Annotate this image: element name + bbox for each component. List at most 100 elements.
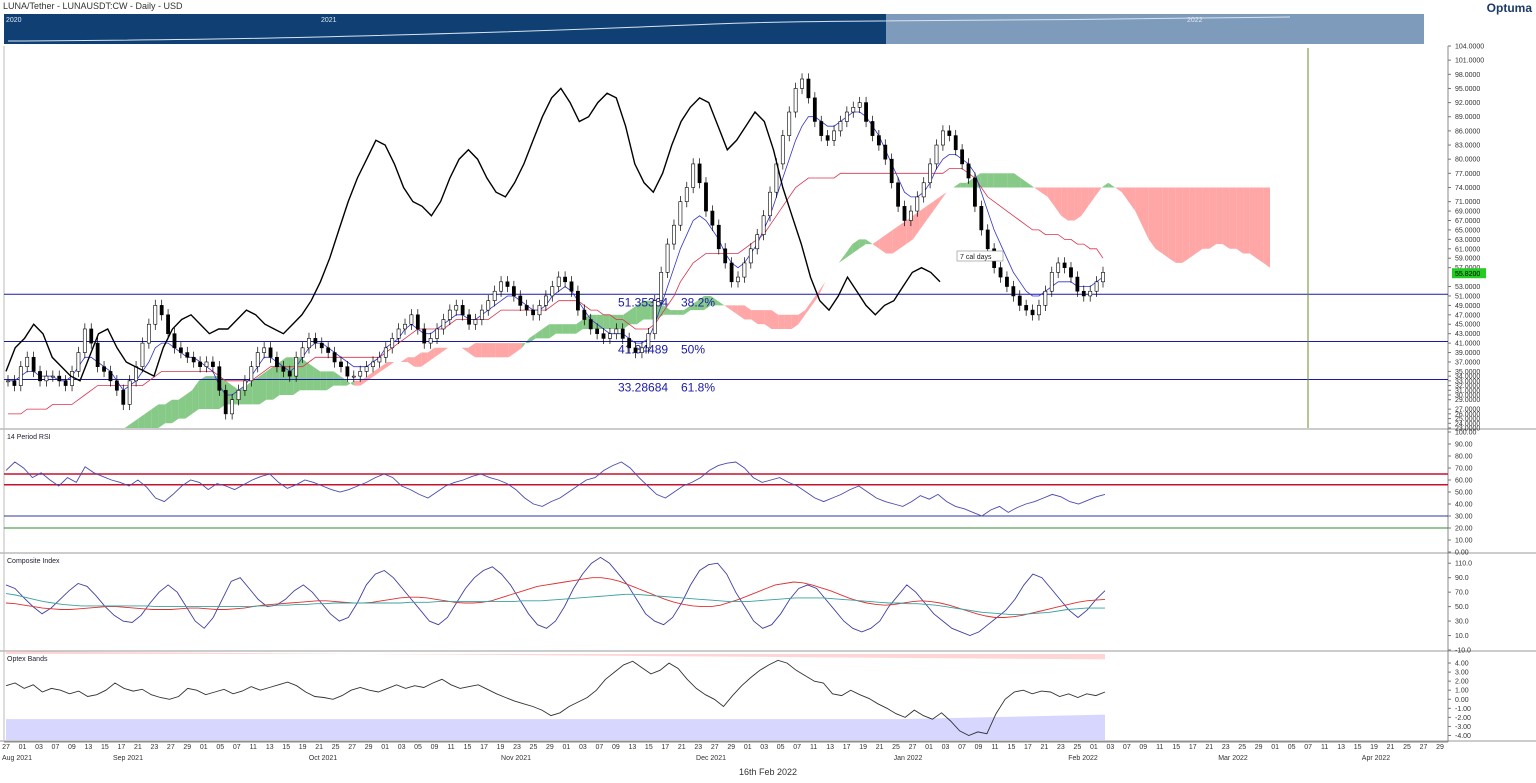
price-y-tick-label: 47.0000 xyxy=(1455,312,1480,319)
candle xyxy=(313,338,318,344)
price-y-tick-label: 104.0000 xyxy=(1455,44,1484,51)
bull-cloud-segment xyxy=(980,173,988,188)
optex-y-tick-label: -2.00 xyxy=(1455,715,1471,722)
candle xyxy=(947,130,952,136)
composite-title: Composite Index xyxy=(7,558,60,565)
bull-cloud-segment xyxy=(845,244,853,259)
price-y-tick-label: 26.0000 xyxy=(1455,411,1480,418)
x-day-label: 23 xyxy=(1222,744,1230,751)
candle xyxy=(697,163,702,184)
price-y-tick-label: 51.0000 xyxy=(1455,293,1480,300)
x-day-label: 03 xyxy=(1106,744,1114,751)
bear-cloud-segment xyxy=(434,347,442,358)
bull-cloud-segment xyxy=(697,296,705,311)
candle xyxy=(172,333,177,349)
rsi-y-tick-label: 30.00 xyxy=(1455,514,1473,521)
candle xyxy=(345,366,350,377)
candle xyxy=(262,347,267,353)
composite-y-tick-label: 50.0 xyxy=(1455,604,1469,611)
bull-cloud-segment xyxy=(1020,178,1028,188)
x-day-label: 13 xyxy=(1337,744,1345,751)
candle xyxy=(627,338,632,349)
candle xyxy=(844,111,849,122)
rsi-line xyxy=(5,461,1106,517)
x-day-label: 15 xyxy=(101,744,109,751)
bull-cloud-segment xyxy=(340,376,348,386)
candle xyxy=(505,281,510,287)
x-month-label: Aug 2021 xyxy=(2,755,32,762)
x-day-label: 05 xyxy=(414,744,422,751)
candle xyxy=(665,243,670,273)
bull-cloud-segment xyxy=(852,239,860,254)
bull-cloud-segment xyxy=(987,173,994,188)
x-day-label: 23 xyxy=(150,744,158,751)
candle xyxy=(371,361,375,367)
candle xyxy=(896,182,900,207)
bear-cloud-segment xyxy=(1148,187,1156,249)
bull-cloud-segment xyxy=(313,366,321,391)
candle xyxy=(236,389,241,401)
candle xyxy=(332,352,337,363)
x-day-label: 03 xyxy=(760,744,768,751)
x-day-label: 19 xyxy=(859,744,867,751)
x-day-label: 27 xyxy=(1420,744,1428,751)
last-price-label-bg xyxy=(1452,268,1486,279)
optex-y-tick-label: 0.00 xyxy=(1455,697,1469,704)
x-day-label: 13 xyxy=(266,744,274,751)
bull-cloud-segment xyxy=(212,376,220,410)
x-day-label: 25 xyxy=(1073,744,1081,751)
bear-cloud-segment xyxy=(1202,187,1210,249)
x-day-label: 15 xyxy=(282,744,290,751)
bear-cloud-segment xyxy=(380,362,388,372)
candle xyxy=(883,144,888,160)
price-y-tick-label: 69.0000 xyxy=(1455,209,1480,216)
x-day-label: 09 xyxy=(975,744,983,751)
bear-cloud-segment xyxy=(400,357,408,362)
candle xyxy=(755,234,760,250)
candle xyxy=(710,210,715,226)
bear-cloud-segment xyxy=(1209,187,1217,249)
bull-cloud-segment xyxy=(272,362,280,400)
x-day-label: 17 xyxy=(1024,744,1032,751)
candle xyxy=(563,276,568,283)
bull-cloud-segment xyxy=(158,404,166,428)
candle xyxy=(716,224,721,250)
bull-cloud-segment xyxy=(825,272,833,282)
candle xyxy=(102,366,106,372)
bull-cloud-segment xyxy=(205,376,213,410)
rsi-y-tick-label: 100.00 xyxy=(1455,430,1477,437)
bear-cloud-segment xyxy=(939,192,947,202)
candle xyxy=(851,107,856,113)
candle xyxy=(1049,272,1054,292)
x-day-label: 29 xyxy=(1255,744,1263,751)
candle xyxy=(998,267,1003,278)
bull-cloud-segment xyxy=(1101,182,1109,188)
candle xyxy=(780,135,785,165)
x-day-label: 25 xyxy=(530,744,538,751)
candle xyxy=(985,229,990,250)
candle xyxy=(473,319,478,325)
fib-pct-label: 50% xyxy=(681,342,705,356)
x-day-label: 25 xyxy=(1403,744,1411,751)
candle xyxy=(966,163,971,179)
candle xyxy=(230,399,235,415)
bear-cloud-segment xyxy=(899,220,907,249)
x-month-label: Mar 2022 xyxy=(1218,755,1248,762)
candle xyxy=(108,371,113,382)
candle xyxy=(819,121,824,136)
bear-cloud-segment xyxy=(508,343,516,358)
candle xyxy=(588,319,593,330)
x-day-label: 07 xyxy=(595,744,603,751)
candle xyxy=(768,191,772,217)
x-day-label: 07 xyxy=(1304,744,1312,751)
candle xyxy=(6,380,10,383)
x-month-label: Oct 2021 xyxy=(309,755,338,762)
candle xyxy=(403,323,407,330)
bear-cloud-segment xyxy=(1061,187,1068,221)
bull-cloud-segment xyxy=(569,324,577,334)
x-day-label: 23 xyxy=(694,744,702,751)
bull-cloud-segment xyxy=(306,362,314,391)
candle xyxy=(339,361,343,367)
x-day-label: 15 xyxy=(1172,744,1180,751)
